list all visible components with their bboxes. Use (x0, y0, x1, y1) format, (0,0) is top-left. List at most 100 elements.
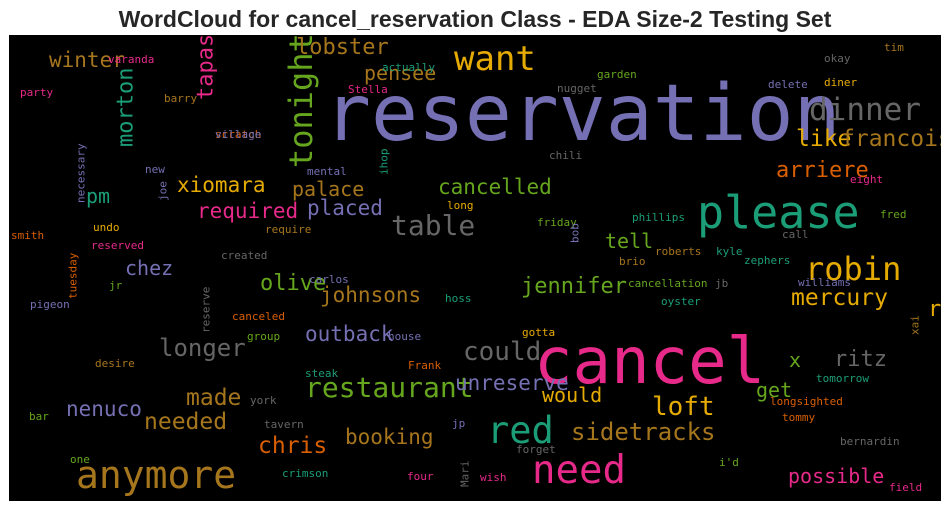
word-longsighted: longsighted (770, 395, 843, 408)
word-okay: okay (824, 52, 851, 65)
word-reserve: reserve (199, 287, 212, 333)
word-nugget: nugget (557, 82, 597, 95)
word-needed: needed (144, 409, 227, 435)
word-undo: undo (93, 221, 120, 234)
word-like: like (796, 126, 851, 152)
word-need: need (532, 448, 626, 493)
word-get: get (756, 378, 792, 402)
word-york: york (250, 394, 277, 407)
word-require: require (265, 223, 311, 236)
word-xiomara: xiomara (177, 173, 266, 197)
word-i-d: i'd (719, 456, 739, 469)
word-ihop: ihop (377, 149, 390, 176)
word-red: red (487, 409, 554, 452)
word-cancelled: cancelled (438, 175, 552, 199)
word-tonight: tonight (282, 35, 320, 168)
word-bar: bar (29, 410, 49, 423)
word-chris: chris (258, 433, 327, 459)
word-sidetracks: sidetracks (571, 418, 716, 446)
word-williams: williams (798, 276, 851, 289)
word-longer: longer (159, 334, 246, 362)
word-pensee: pensee (364, 61, 436, 85)
word-lobster: lobster (296, 35, 389, 60)
word-friday: friday (537, 216, 577, 229)
word-group: group (247, 330, 280, 343)
word-desire: desire (95, 357, 135, 370)
word-unreserve: unreserve (455, 371, 569, 395)
word-please: please (697, 186, 860, 239)
word-village: village (215, 128, 261, 141)
word-tim: tim (884, 41, 904, 54)
word-johnsons: johnsons (320, 283, 421, 307)
word-jennifer: jennifer (521, 274, 627, 299)
word-stella: Stella (348, 83, 388, 96)
word-bob: bob (568, 223, 581, 243)
word-dinner: dinner (809, 92, 921, 128)
word-nenuco: nenuco (66, 397, 142, 421)
word-tommy: tommy (782, 411, 815, 424)
word-booking: booking (345, 425, 434, 449)
word-smith: smith (11, 229, 44, 242)
word-xai: xai (908, 315, 921, 335)
word-diner: diner (824, 76, 857, 89)
word-francois: francois (841, 126, 941, 152)
word-arriere: arriere (776, 158, 869, 183)
word-garden: garden (597, 68, 637, 81)
word-brio: brio (619, 255, 646, 268)
word-tavern: tavern (264, 418, 304, 431)
word-varanda: varanda (108, 53, 154, 66)
word-zephers: zephers (744, 254, 790, 267)
word-loft: loft (652, 392, 715, 422)
word-necessary: necessary (74, 143, 87, 203)
word-roberts: roberts (655, 245, 701, 258)
word-jr: jr (109, 279, 123, 292)
word-hoss: hoss (445, 292, 472, 305)
word-field: field (889, 481, 922, 494)
word-restaurant: restaurant (305, 371, 474, 404)
wordcloud-canvas: reservation cancel please need anymore red wan… (9, 35, 941, 501)
word-wish: wish (480, 471, 507, 484)
word-phillips: phillips (632, 211, 685, 224)
word-reservation: reservation (324, 69, 841, 159)
word-long: long (447, 199, 474, 212)
word-delete: delete (768, 78, 808, 91)
word-x: x (789, 348, 801, 372)
word-canceled: canceled (232, 310, 285, 323)
word-mari: Mari (458, 461, 471, 488)
word-chili: chili (549, 149, 582, 162)
word-jp: jp (452, 417, 465, 430)
word-robin: robin (805, 250, 901, 288)
word-pigeon: pigeon (30, 298, 70, 311)
word-placed: placed (307, 196, 383, 220)
word-gotta: gotta (522, 326, 555, 339)
word-could: could (463, 337, 541, 367)
word-barry: barry (164, 92, 197, 105)
word-four: four (407, 470, 434, 483)
word-mercury: mercury (791, 285, 888, 311)
word-new: new (145, 163, 165, 176)
word-palace: palace (292, 177, 364, 201)
word-chez: chez (125, 256, 173, 280)
word-frank: Frank (408, 359, 441, 372)
word-tell: tell (605, 229, 653, 253)
word-would: would (542, 383, 602, 407)
word-cancellation: cancellation (628, 277, 707, 290)
wordcloud-svg: reservation cancel please need anymore red wan… (11, 35, 941, 497)
word-steak: steak (305, 367, 338, 380)
word-rid: rid (928, 297, 941, 322)
word-bernardin: bernardin (840, 435, 900, 448)
word-one: one (70, 453, 90, 466)
word-pm: pm (86, 184, 110, 208)
word-joe: joe (156, 181, 169, 201)
word-reserved: reserved (91, 239, 144, 252)
word-jb: jb (715, 277, 728, 290)
word-cancel: cancel (534, 325, 765, 399)
word-outback: outback (305, 322, 394, 346)
word-eight: eight (850, 173, 883, 186)
word-actually: actually (382, 61, 435, 74)
word-anymore: anymore (76, 453, 236, 497)
word-possible: possible (788, 464, 884, 488)
word-house: house (388, 330, 421, 343)
word-oyster: oyster (661, 295, 701, 308)
word-forget: forget (516, 443, 556, 456)
